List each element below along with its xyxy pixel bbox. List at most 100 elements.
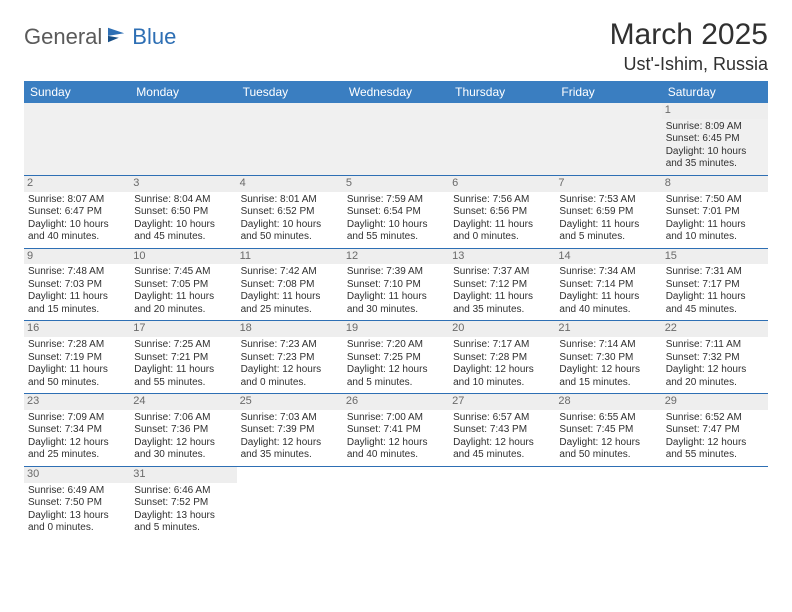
daylight-text: and 45 minutes.	[453, 449, 551, 462]
sunrise-text: Sunrise: 7:31 AM	[666, 266, 764, 279]
sunrise-text: Sunrise: 7:42 AM	[241, 266, 339, 279]
sunrise-text: Sunrise: 7:17 AM	[453, 339, 551, 352]
calendar-empty-cell	[555, 466, 661, 538]
day-number: 14	[555, 249, 661, 265]
calendar-day-cell: 25Sunrise: 7:03 AMSunset: 7:39 PMDayligh…	[237, 394, 343, 467]
calendar-day-cell: 24Sunrise: 7:06 AMSunset: 7:36 PMDayligh…	[130, 394, 236, 467]
daylight-text: Daylight: 12 hours	[28, 437, 126, 450]
daylight-text: and 50 minutes.	[559, 449, 657, 462]
sunrise-text: Sunrise: 7:34 AM	[559, 266, 657, 279]
sunrise-text: Sunrise: 7:59 AM	[347, 194, 445, 207]
sunrise-text: Sunrise: 6:52 AM	[666, 412, 764, 425]
calendar-empty-cell	[237, 103, 343, 175]
calendar-empty-cell	[343, 103, 449, 175]
sunset-text: Sunset: 7:50 PM	[28, 497, 126, 510]
weekday-header: Sunday	[24, 81, 130, 103]
sunrise-text: Sunrise: 7:39 AM	[347, 266, 445, 279]
daylight-text: and 25 minutes.	[28, 449, 126, 462]
sunset-text: Sunset: 7:19 PM	[28, 352, 126, 365]
calendar-empty-cell	[555, 103, 661, 175]
daylight-text: Daylight: 12 hours	[559, 364, 657, 377]
day-number: 4	[237, 176, 343, 192]
daylight-text: and 30 minutes.	[347, 304, 445, 317]
daylight-text: Daylight: 11 hours	[347, 291, 445, 304]
calendar-day-cell: 6Sunrise: 7:56 AMSunset: 6:56 PMDaylight…	[449, 175, 555, 248]
sunset-text: Sunset: 7:36 PM	[134, 424, 232, 437]
calendar-empty-cell	[24, 103, 130, 175]
weekday-header: Tuesday	[237, 81, 343, 103]
sunset-text: Sunset: 7:03 PM	[28, 279, 126, 292]
daylight-text: and 5 minutes.	[347, 377, 445, 390]
daylight-text: and 55 minutes.	[347, 231, 445, 244]
calendar-day-cell: 13Sunrise: 7:37 AMSunset: 7:12 PMDayligh…	[449, 248, 555, 321]
calendar-day-cell: 1Sunrise: 8:09 AMSunset: 6:45 PMDaylight…	[662, 103, 768, 175]
daylight-text: Daylight: 11 hours	[453, 219, 551, 232]
daylight-text: Daylight: 11 hours	[241, 291, 339, 304]
calendar-empty-cell	[662, 466, 768, 538]
weekday-header: Friday	[555, 81, 661, 103]
calendar-table: SundayMondayTuesdayWednesdayThursdayFrid…	[24, 81, 768, 539]
daylight-text: Daylight: 11 hours	[666, 291, 764, 304]
calendar-empty-cell	[130, 103, 236, 175]
sunrise-text: Sunrise: 7:45 AM	[134, 266, 232, 279]
daylight-text: and 55 minutes.	[134, 377, 232, 390]
calendar-week-row: 1Sunrise: 8:09 AMSunset: 6:45 PMDaylight…	[24, 103, 768, 175]
day-number: 12	[343, 249, 449, 265]
day-number: 25	[237, 394, 343, 410]
day-number: 7	[555, 176, 661, 192]
daylight-text: and 20 minutes.	[134, 304, 232, 317]
sunrise-text: Sunrise: 7:03 AM	[241, 412, 339, 425]
calendar-page: General Blue March 2025 Ust'-Ishim, Russ…	[0, 0, 792, 557]
day-number: 22	[662, 321, 768, 337]
sunset-text: Sunset: 7:41 PM	[347, 424, 445, 437]
daylight-text: and 40 minutes.	[28, 231, 126, 244]
sunset-text: Sunset: 7:10 PM	[347, 279, 445, 292]
calendar-empty-cell	[449, 103, 555, 175]
day-number: 31	[130, 467, 236, 483]
daylight-text: and 30 minutes.	[134, 449, 232, 462]
calendar-empty-cell	[343, 466, 449, 538]
calendar-header-row: SundayMondayTuesdayWednesdayThursdayFrid…	[24, 81, 768, 103]
daylight-text: Daylight: 12 hours	[241, 437, 339, 450]
sunset-text: Sunset: 7:05 PM	[134, 279, 232, 292]
sunrise-text: Sunrise: 8:09 AM	[666, 121, 764, 134]
calendar-week-row: 30Sunrise: 6:49 AMSunset: 7:50 PMDayligh…	[24, 466, 768, 538]
daylight-text: Daylight: 12 hours	[453, 364, 551, 377]
calendar-day-cell: 12Sunrise: 7:39 AMSunset: 7:10 PMDayligh…	[343, 248, 449, 321]
daylight-text: Daylight: 11 hours	[453, 291, 551, 304]
calendar-day-cell: 16Sunrise: 7:28 AMSunset: 7:19 PMDayligh…	[24, 321, 130, 394]
sunset-text: Sunset: 6:52 PM	[241, 206, 339, 219]
logo-text-general: General	[24, 24, 102, 50]
sunrise-text: Sunrise: 8:01 AM	[241, 194, 339, 207]
daylight-text: and 0 minutes.	[28, 522, 126, 535]
daylight-text: Daylight: 11 hours	[28, 364, 126, 377]
sunset-text: Sunset: 7:52 PM	[134, 497, 232, 510]
daylight-text: and 35 minutes.	[666, 158, 764, 171]
calendar-day-cell: 17Sunrise: 7:25 AMSunset: 7:21 PMDayligh…	[130, 321, 236, 394]
calendar-week-row: 23Sunrise: 7:09 AMSunset: 7:34 PMDayligh…	[24, 394, 768, 467]
daylight-text: Daylight: 11 hours	[559, 291, 657, 304]
month-title: March 2025	[610, 18, 768, 52]
calendar-day-cell: 9Sunrise: 7:48 AMSunset: 7:03 PMDaylight…	[24, 248, 130, 321]
sunset-text: Sunset: 6:50 PM	[134, 206, 232, 219]
daylight-text: and 50 minutes.	[28, 377, 126, 390]
calendar-day-cell: 5Sunrise: 7:59 AMSunset: 6:54 PMDaylight…	[343, 175, 449, 248]
daylight-text: Daylight: 12 hours	[453, 437, 551, 450]
calendar-week-row: 2Sunrise: 8:07 AMSunset: 6:47 PMDaylight…	[24, 175, 768, 248]
daylight-text: and 40 minutes.	[559, 304, 657, 317]
sunrise-text: Sunrise: 6:57 AM	[453, 412, 551, 425]
daylight-text: and 45 minutes.	[134, 231, 232, 244]
daylight-text: Daylight: 12 hours	[347, 364, 445, 377]
calendar-day-cell: 10Sunrise: 7:45 AMSunset: 7:05 PMDayligh…	[130, 248, 236, 321]
daylight-text: Daylight: 11 hours	[134, 364, 232, 377]
sunset-text: Sunset: 7:45 PM	[559, 424, 657, 437]
title-block: March 2025 Ust'-Ishim, Russia	[610, 18, 768, 75]
sunrise-text: Sunrise: 6:49 AM	[28, 485, 126, 498]
daylight-text: Daylight: 11 hours	[559, 219, 657, 232]
daylight-text: Daylight: 12 hours	[666, 437, 764, 450]
sunrise-text: Sunrise: 7:06 AM	[134, 412, 232, 425]
calendar-day-cell: 31Sunrise: 6:46 AMSunset: 7:52 PMDayligh…	[130, 466, 236, 538]
daylight-text: and 15 minutes.	[559, 377, 657, 390]
sunrise-text: Sunrise: 7:28 AM	[28, 339, 126, 352]
sunset-text: Sunset: 7:08 PM	[241, 279, 339, 292]
